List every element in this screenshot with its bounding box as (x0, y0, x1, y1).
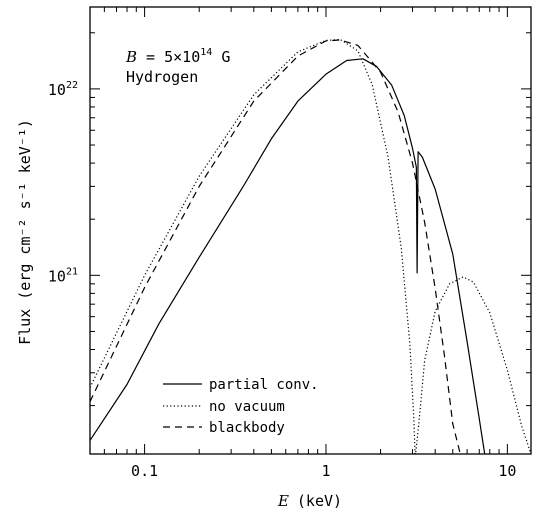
field-value: = 5×10 (137, 48, 200, 66)
x-axis-title: E (keV) (277, 492, 342, 510)
plot-frame (89, 6, 532, 455)
field-variable: B (125, 48, 137, 66)
x-axis-unit: (keV) (297, 492, 342, 510)
x-tick-label: 1 (321, 462, 330, 480)
composition-label: Hydrogen (126, 68, 198, 86)
legend-label-blackbody: blackbody (209, 420, 285, 436)
y-tick-label: 1022 (48, 80, 78, 99)
legend-label-no-vacuum: no vacuum (209, 399, 285, 415)
y-axis-title: Flux (erg cm⁻² s⁻¹ keV⁻¹) (16, 119, 34, 345)
legend: partial conv. no vacuum blackbody (163, 377, 319, 436)
field-exponent: 14 (200, 47, 212, 58)
y-tick-exponent: 21 (66, 266, 78, 277)
y-tick-mantissa: 10 (48, 81, 66, 99)
y-tick-label: 1021 (48, 266, 78, 285)
legend-label-partial-conv: partial conv. (209, 377, 319, 393)
axis-ticks (89, 7, 531, 454)
x-tick-label: 0.1 (131, 462, 158, 480)
field-unit: G (212, 48, 230, 66)
y-tick-exponent: 22 (66, 80, 78, 91)
field-annotation: B = 5×1014 G (125, 47, 230, 66)
series-curves (90, 38, 531, 454)
x-tick-label: 10 (498, 462, 516, 480)
x-axis-variable: E (277, 492, 289, 510)
series-line-partial-conv (90, 58, 486, 454)
series-line-blackbody (90, 39, 461, 454)
y-tick-mantissa: 10 (48, 267, 66, 285)
